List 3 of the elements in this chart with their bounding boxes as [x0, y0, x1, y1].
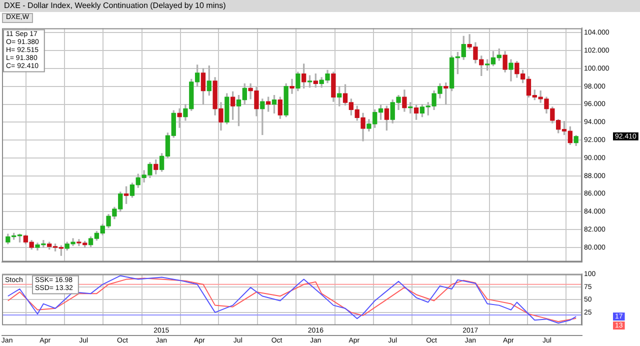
candlestick: [290, 78, 294, 94]
candlestick: [177, 108, 182, 128]
chart-title: DXE - Dollar Index, Weekly Continuation (Delayed by 10 mins): [0, 0, 640, 12]
